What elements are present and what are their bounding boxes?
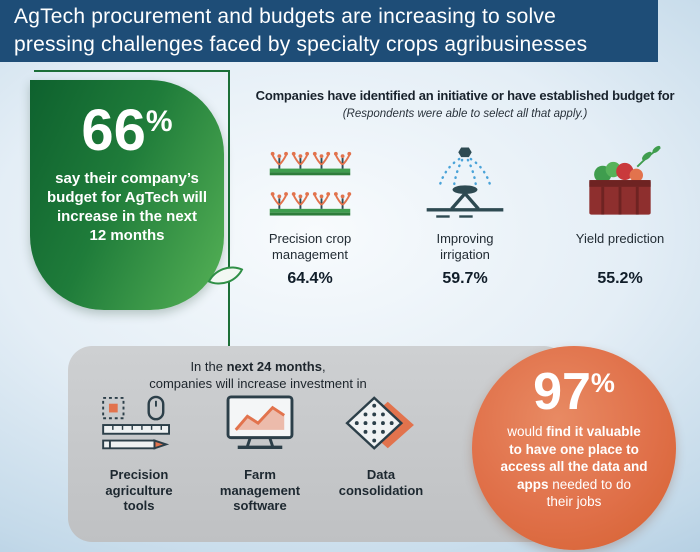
budget-stat-number: 66% xyxy=(30,102,224,160)
value-stat-circle: 97% would find it valuable to have one pl… xyxy=(472,346,676,550)
farm-software-icon-svg xyxy=(226,395,294,450)
precision-tools-icon-svg xyxy=(102,395,170,450)
initiative-value: 55.2% xyxy=(597,270,643,287)
budget-stat-value: 66 xyxy=(81,98,146,163)
investment-label: Farm management software xyxy=(219,467,301,513)
initiatives-subtitle: (Respondents were able to select all tha… xyxy=(342,108,588,120)
initiatives-section: Companies have identified an initiative … xyxy=(232,88,698,288)
investment-intro: In the next 24 months, companies will inc… xyxy=(149,359,367,391)
investment-item-farm-software: Farm management software xyxy=(201,394,319,514)
budget-stat-unit: % xyxy=(145,105,173,138)
data-consolidation-icon xyxy=(322,394,440,458)
initiative-value: 59.7% xyxy=(442,270,488,287)
investment-label: Data consolidation xyxy=(338,467,424,498)
irrigation-icon xyxy=(391,138,539,226)
crop-rows-icon-svg xyxy=(269,150,353,216)
initiatives-title: Companies have identified an initiative … xyxy=(255,88,675,103)
initiative-value: 64.4% xyxy=(287,270,333,287)
budget-stat-text: say their company’s budget for AgTech wil… xyxy=(47,170,207,244)
investment-item-precision-tools: Precision agriculture tools xyxy=(80,394,198,514)
connector-line-vertical xyxy=(228,70,230,348)
value-stat-text: would find it valuable to have one place … xyxy=(500,424,648,509)
investment-item-data-consolidation: Data consolidation xyxy=(322,394,440,514)
farm-software-icon xyxy=(201,394,319,458)
page-title: AgTech procurement and budgets are incre… xyxy=(14,5,588,56)
budget-stat-card: 66% say their company’s budget for AgTech… xyxy=(30,80,224,310)
investment-row: Precision agriculture tools Farm management… xyxy=(80,394,440,514)
value-stat-unit: % xyxy=(590,368,615,398)
initiative-item-irrigation: Improving irrigation 59.7% xyxy=(391,138,539,288)
initiative-label: Precision crop management xyxy=(268,231,352,262)
initiative-label: Improving irrigation xyxy=(436,231,494,262)
investment-panel: In the next 24 months, companies will inc… xyxy=(68,346,568,542)
harvest-crate-icon-svg xyxy=(589,145,661,215)
precision-tools-icon xyxy=(80,394,198,458)
initiative-item-yield: Yield prediction 55.2% xyxy=(546,138,694,288)
value-stat-value: 97 xyxy=(533,363,591,421)
value-stat-number: 97% xyxy=(472,366,676,418)
data-consolidation-icon-svg xyxy=(345,396,414,450)
crop-rows-icon xyxy=(236,138,384,226)
initiative-item-precision-crop: Precision crop management 64.4% xyxy=(236,138,384,288)
initiative-label: Yield prediction xyxy=(575,231,665,246)
title-banner: AgTech procurement and budgets are incre… xyxy=(0,0,658,62)
harvest-crate-icon xyxy=(546,138,694,226)
initiatives-row: Precision crop management 64.4% xyxy=(232,138,698,288)
irrigation-icon-svg xyxy=(426,147,504,218)
investment-label: Precision agriculture tools xyxy=(105,467,173,513)
connector-line-horizontal xyxy=(34,70,230,72)
